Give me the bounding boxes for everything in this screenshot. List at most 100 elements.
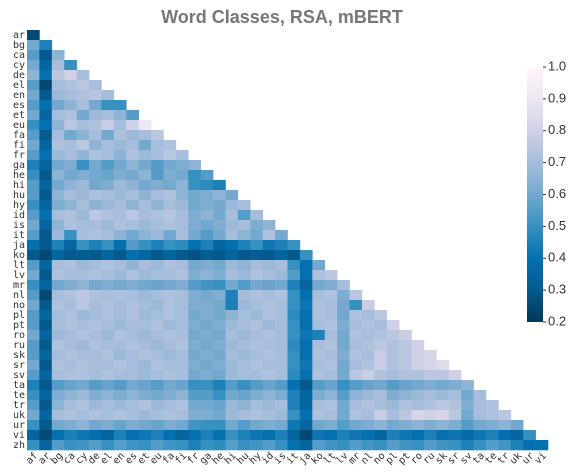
heat-cell xyxy=(225,390,239,401)
heat-cell xyxy=(349,380,363,391)
heat-cell xyxy=(101,370,115,381)
heat-cell xyxy=(213,310,226,321)
heat-cell xyxy=(386,410,400,421)
heat-cell xyxy=(312,320,326,331)
heat-cell xyxy=(64,310,77,321)
heat-cell xyxy=(89,90,102,101)
heat-cell xyxy=(113,370,127,381)
heat-cell xyxy=(324,270,338,281)
heat-cell xyxy=(76,90,90,101)
heat-cell xyxy=(361,300,375,311)
y-tick-label: lt xyxy=(13,260,25,271)
heat-cell xyxy=(411,410,425,421)
heat-cell xyxy=(287,400,301,411)
heat-cell xyxy=(337,300,350,311)
heat-cell xyxy=(324,350,338,361)
heat-cell xyxy=(175,390,189,401)
heat-cell xyxy=(250,430,263,441)
y-tick-label: hu xyxy=(13,190,25,201)
heat-cell xyxy=(250,320,263,331)
heat-cell xyxy=(213,390,226,401)
heat-cell xyxy=(287,370,301,381)
heat-cell xyxy=(101,400,115,411)
heat-cell xyxy=(386,380,400,391)
heat-cell xyxy=(461,380,474,391)
heat-cell xyxy=(262,230,276,241)
heat-cell xyxy=(27,40,40,51)
heat-cell xyxy=(225,360,239,371)
heat-cell xyxy=(113,420,127,431)
heat-cell xyxy=(138,410,152,421)
heat-cell xyxy=(200,200,214,211)
heat-cell xyxy=(287,360,301,371)
heat-cell xyxy=(151,290,164,301)
heat-cell xyxy=(535,440,549,451)
heat-cell xyxy=(64,170,77,181)
y-tick-label: cy xyxy=(13,60,25,71)
heat-cell xyxy=(299,390,313,401)
heat-cell xyxy=(151,190,164,201)
heat-cell xyxy=(386,330,400,341)
heat-cell xyxy=(485,420,499,431)
heat-cell xyxy=(213,340,226,351)
heat-cell xyxy=(312,340,326,351)
heat-cell xyxy=(89,230,102,241)
heat-cell xyxy=(349,420,363,431)
heat-cell xyxy=(287,290,301,301)
heat-cell xyxy=(262,320,276,331)
heat-cell xyxy=(510,420,524,431)
heat-cell xyxy=(101,140,115,151)
heat-cell xyxy=(39,70,53,81)
colorbar-tick-label: 0.5 xyxy=(548,218,566,233)
heat-cell xyxy=(64,320,77,331)
heat-cell xyxy=(151,420,164,431)
heat-cell xyxy=(188,350,201,361)
heat-cell xyxy=(312,440,326,451)
heat-cell xyxy=(510,430,524,441)
heat-cell xyxy=(151,350,164,361)
heat-cell xyxy=(188,310,201,321)
heat-cell xyxy=(27,80,40,91)
chart-title: Word Classes, RSA, mBERT xyxy=(161,7,403,27)
heat-cell xyxy=(423,400,437,411)
heat-cell xyxy=(275,230,288,241)
y-tick-label: uk xyxy=(13,410,25,421)
heat-cell xyxy=(39,320,53,331)
heat-cell xyxy=(237,390,251,401)
heat-cell xyxy=(27,150,40,161)
heat-cell xyxy=(262,290,276,301)
heat-cell xyxy=(89,270,102,281)
heat-cell xyxy=(275,420,288,431)
heat-cell xyxy=(126,270,139,281)
heat-cell xyxy=(76,230,90,241)
heat-cell xyxy=(399,420,412,431)
heat-cell xyxy=(76,300,90,311)
heat-cell xyxy=(188,260,201,271)
heat-cell xyxy=(175,160,189,171)
heat-cell xyxy=(126,340,139,351)
heat-cell xyxy=(312,420,326,431)
heat-cell xyxy=(175,240,189,251)
heat-cell xyxy=(126,140,139,151)
heat-cell xyxy=(374,440,388,451)
heat-cell xyxy=(200,250,214,261)
heat-cell xyxy=(64,300,77,311)
heat-cell xyxy=(27,310,40,321)
heat-cell xyxy=(101,340,115,351)
heat-cell xyxy=(237,220,251,231)
heat-cell xyxy=(101,260,115,271)
heat-cell xyxy=(262,260,276,271)
heat-cell xyxy=(275,330,288,341)
heat-cell xyxy=(200,440,214,451)
heat-cell xyxy=(275,260,288,271)
heat-cell xyxy=(287,430,301,441)
heat-cell xyxy=(262,360,276,371)
heat-cell xyxy=(76,340,90,351)
heat-cell xyxy=(213,260,226,271)
heat-cell xyxy=(250,420,263,431)
heat-cell xyxy=(436,360,450,371)
heat-cell xyxy=(337,420,350,431)
heat-cell xyxy=(337,390,350,401)
heat-cell xyxy=(64,100,77,111)
heat-cell xyxy=(436,400,450,411)
